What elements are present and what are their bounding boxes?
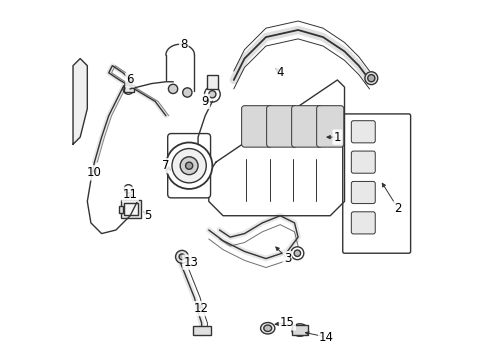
- Circle shape: [367, 75, 374, 82]
- Text: 13: 13: [183, 256, 198, 269]
- Circle shape: [185, 162, 192, 169]
- Text: 14: 14: [319, 331, 333, 344]
- Circle shape: [290, 247, 303, 260]
- Text: 2: 2: [393, 202, 401, 215]
- Ellipse shape: [260, 323, 274, 334]
- Ellipse shape: [294, 326, 304, 334]
- Bar: [123, 203, 138, 215]
- FancyBboxPatch shape: [350, 181, 374, 203]
- FancyBboxPatch shape: [342, 114, 410, 253]
- Ellipse shape: [291, 324, 307, 336]
- Circle shape: [183, 88, 192, 97]
- Bar: [291, 325, 307, 336]
- Bar: [121, 201, 141, 217]
- Text: 4: 4: [276, 66, 284, 79]
- Text: 10: 10: [87, 166, 102, 179]
- Circle shape: [172, 149, 206, 183]
- Circle shape: [364, 72, 377, 85]
- Text: 11: 11: [122, 188, 138, 201]
- Circle shape: [208, 91, 216, 98]
- FancyBboxPatch shape: [291, 106, 322, 147]
- Circle shape: [294, 250, 300, 256]
- Circle shape: [180, 157, 198, 175]
- Polygon shape: [208, 80, 344, 216]
- Text: 7: 7: [162, 159, 169, 172]
- FancyBboxPatch shape: [350, 212, 374, 234]
- Circle shape: [123, 84, 134, 94]
- Text: 12: 12: [194, 302, 209, 315]
- Circle shape: [204, 86, 220, 102]
- Text: 9: 9: [201, 95, 208, 108]
- Text: 8: 8: [180, 38, 187, 51]
- Text: 5: 5: [144, 209, 151, 222]
- Circle shape: [179, 254, 184, 260]
- FancyBboxPatch shape: [266, 106, 297, 147]
- Bar: [119, 206, 123, 213]
- Circle shape: [165, 143, 212, 189]
- Text: 6: 6: [126, 73, 134, 86]
- FancyBboxPatch shape: [241, 106, 272, 147]
- FancyBboxPatch shape: [350, 151, 374, 173]
- FancyBboxPatch shape: [316, 106, 343, 147]
- Text: 3: 3: [283, 252, 290, 265]
- Circle shape: [172, 170, 181, 179]
- FancyBboxPatch shape: [167, 134, 210, 198]
- Polygon shape: [73, 59, 87, 144]
- Circle shape: [175, 250, 188, 263]
- Bar: [192, 327, 210, 336]
- Bar: [206, 75, 217, 89]
- Ellipse shape: [263, 325, 271, 332]
- Circle shape: [124, 185, 132, 193]
- Bar: [123, 85, 134, 93]
- FancyBboxPatch shape: [350, 121, 374, 143]
- Text: 1: 1: [333, 131, 341, 144]
- Text: 15: 15: [279, 316, 294, 329]
- Circle shape: [168, 84, 177, 94]
